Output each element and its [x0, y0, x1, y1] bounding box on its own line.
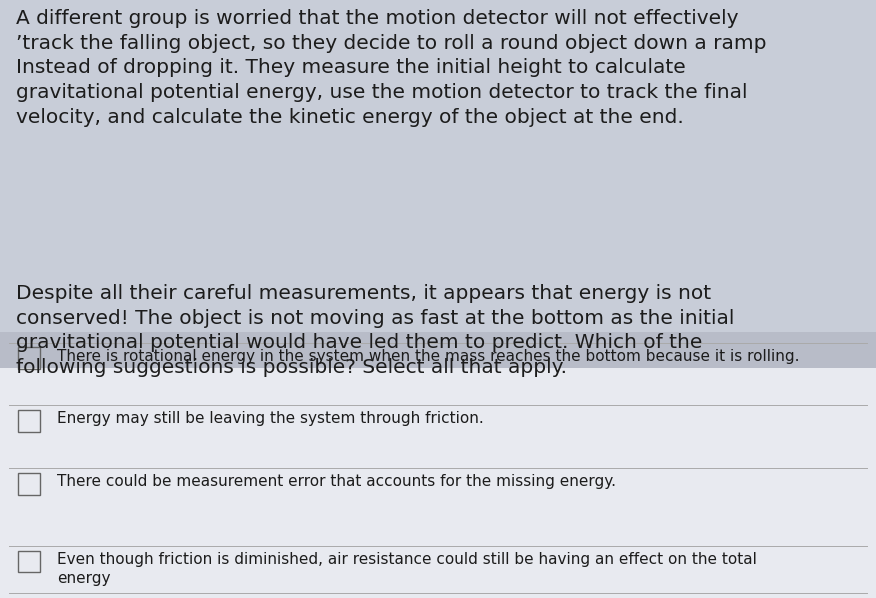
Text: Energy may still be leaving the system through friction.: Energy may still be leaving the system t… — [57, 411, 484, 426]
FancyBboxPatch shape — [0, 0, 876, 332]
Text: Despite all their careful measurements, it appears that energy is not
conserved!: Despite all their careful measurements, … — [16, 284, 734, 377]
Text: There could be measurement error that accounts for the missing energy.: There could be measurement error that ac… — [57, 474, 616, 489]
FancyBboxPatch shape — [0, 368, 876, 598]
Text: There is rotational energy in the system when the mass reaches the bottom becaus: There is rotational energy in the system… — [57, 349, 800, 364]
FancyBboxPatch shape — [0, 332, 876, 368]
Text: Even though friction is diminished, air resistance could still be having an effe: Even though friction is diminished, air … — [57, 552, 757, 585]
Text: A different group is worried that the motion detector will not effectively
’trac: A different group is worried that the mo… — [16, 9, 766, 127]
